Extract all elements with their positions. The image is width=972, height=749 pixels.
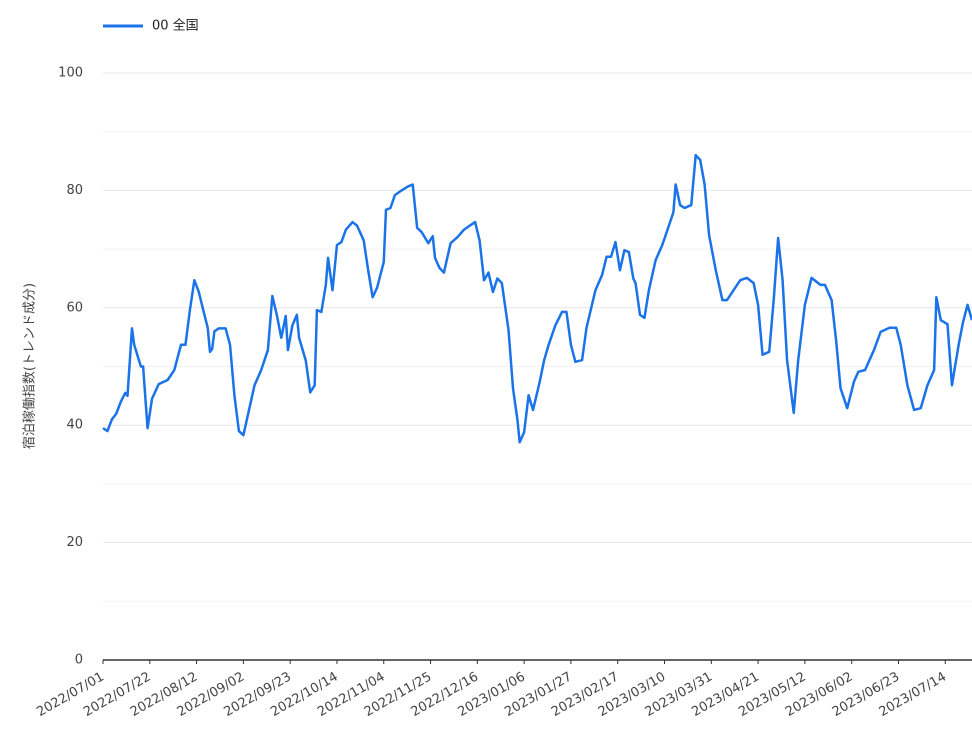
- y-tick-label: 100: [58, 66, 83, 81]
- y-tick-label: 40: [66, 418, 83, 433]
- legend-label: 00 全国: [152, 18, 199, 34]
- y-axis-label: 宿泊稼働指数(トレンド成分): [22, 283, 38, 449]
- y-tick-label: 60: [66, 300, 83, 315]
- y-tick-label: 80: [66, 183, 83, 198]
- y-tick-label: 0: [75, 653, 83, 668]
- series-line: [102, 153, 972, 444]
- y-tick-label: 20: [66, 535, 83, 550]
